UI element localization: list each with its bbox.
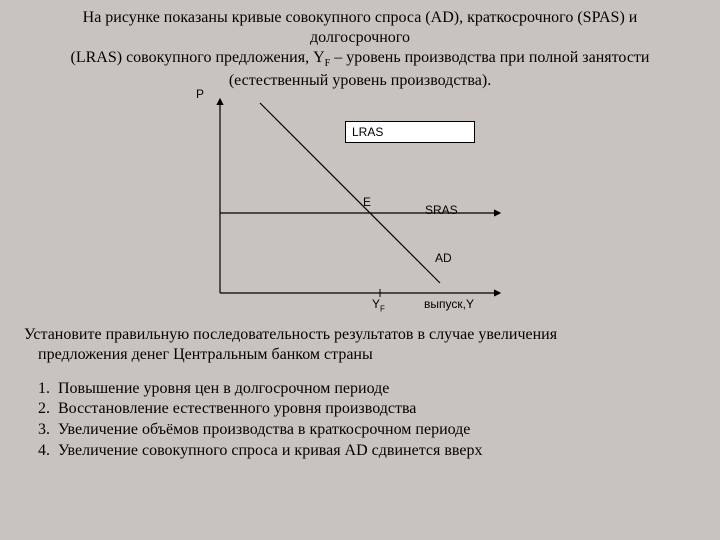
options-list: 1.Повышение уровня цен в долгосрочном пе… [0, 365, 720, 462]
yf-label: YF [372, 297, 385, 313]
question-line-2: предложения денег Центральным банком стр… [24, 345, 696, 365]
list-item: 3.Увеличение объёмов производства в крат… [38, 420, 696, 441]
chart: P LRAS E SRAS AD YF выпуск,Y [190, 93, 530, 323]
header-line-3: (естественный уровень производства). [20, 71, 700, 91]
question-block: Установите правильную последовательность… [0, 323, 720, 365]
sras-label: SRAS [425, 203, 458, 217]
header-block: На рисунке показаны кривые совокупного с… [0, 0, 720, 91]
e-label: E [363, 195, 371, 209]
question-line-1: Установите правильную последовательность… [24, 325, 696, 345]
list-item: 1.Повышение уровня цен в долгосрочном пе… [38, 379, 696, 400]
header-line-1b: долгосрочного [20, 28, 700, 48]
ad-label: AD [435, 251, 452, 265]
x-axis-label: выпуск,Y [424, 297, 474, 311]
header-line-1a: На рисунке показаны кривые совокупного с… [20, 8, 700, 28]
lras-label-box: LRAS [345, 121, 475, 143]
header-line-2: (LRAS) совокупного предложения, YF – уро… [20, 48, 700, 71]
axis-label-p: P [196, 87, 204, 101]
slide: На рисунке показаны кривые совокупного с… [0, 0, 720, 540]
list-item: 4.Увеличение совокупного спроса и кривая… [38, 441, 696, 462]
list-item: 2.Восстановление естественного уровня пр… [38, 399, 696, 420]
